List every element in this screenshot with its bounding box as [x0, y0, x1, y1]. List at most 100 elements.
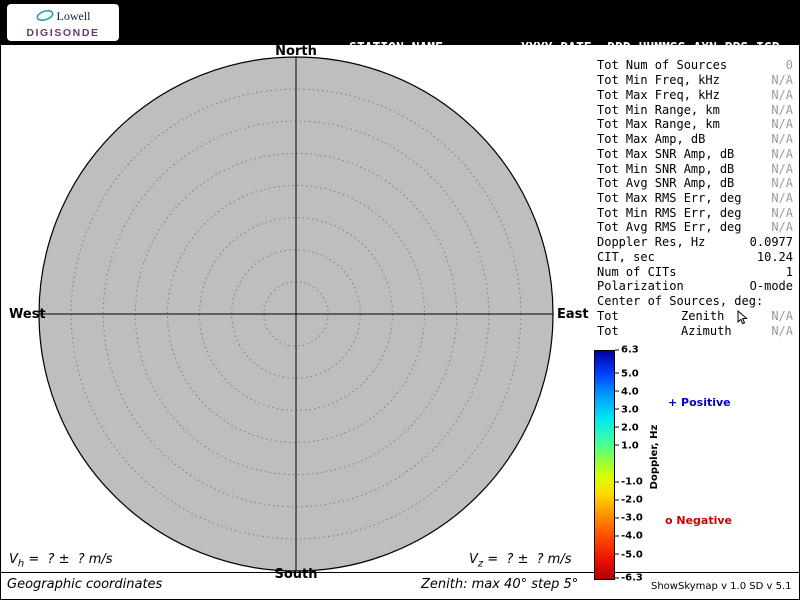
stat-label: Tot Min RMS Err, deg: [597, 205, 742, 220]
stat-sublabel: Zenith: [681, 308, 725, 323]
stat-sublabel: Azimuth: [681, 323, 732, 338]
stat-label: Tot Min Range, km: [597, 102, 720, 117]
vh-readout: Vh = ? ± ? m/s: [9, 552, 113, 570]
stat-label: Num of CITs: [597, 264, 677, 279]
stat-label: Tot Avg SNR Amp, dB: [597, 176, 735, 191]
stat-value: O-mode: [749, 279, 793, 294]
stat-value: 0.0977: [749, 235, 793, 250]
coordinate-system-label: Geographic coordinates: [7, 577, 163, 592]
version-label: ShowSkymap v 1.0 SD v 5.1: [651, 581, 792, 592]
colorbar-tick: 2.0: [615, 422, 639, 433]
stat-label: Tot Num of Sources: [597, 58, 728, 73]
stat-row-num-sources: Tot Num of Sources 0: [597, 58, 793, 73]
colorbar-tick: 5.0: [615, 368, 639, 379]
colorbar-tick: -1.0: [615, 477, 643, 488]
logo-brand: Lowell: [56, 9, 91, 23]
compass-label-south: South: [274, 567, 318, 582]
stat-label: Tot Max Freq, kHz: [597, 87, 720, 102]
colorbar-tick: -4.0: [615, 531, 643, 542]
stat-value: N/A: [771, 323, 793, 338]
compass-label-east: East: [557, 307, 589, 322]
colorbar-title: Doppler, Hz: [649, 424, 660, 490]
stat-row-polarization: Polarization O-mode: [597, 279, 793, 294]
stats-panel: Tot Num of Sources 0 Tot Min Freq, kHz N/A…: [597, 58, 793, 338]
stat-label: Center of Sources, deg:: [597, 294, 764, 309]
stat-row-min-range: Tot Min Range, km N/A: [597, 102, 793, 117]
stat-value: N/A: [771, 161, 793, 176]
mouse-cursor: [737, 309, 749, 329]
vz-value: = ? ± ? m/s: [483, 552, 572, 567]
stat-label: Tot Max Range, km: [597, 117, 720, 132]
stat-value: N/A: [771, 205, 793, 220]
stat-row-max-snr: Tot Max SNR Amp, dB N/A: [597, 146, 793, 161]
stat-row-center-zenith: Tot Zenith N/A: [597, 308, 793, 323]
stat-row-avg-snr: Tot Avg SNR Amp, dB N/A: [597, 176, 793, 191]
stat-value: 0: [785, 58, 793, 73]
stat-row-avg-rms: Tot Avg RMS Err, deg N/A: [597, 220, 793, 235]
compass-label-west: West: [9, 307, 46, 322]
stat-label: Tot Avg RMS Err, deg: [597, 220, 742, 235]
stat-value: 1: [785, 264, 793, 279]
stat-value: 10.24: [756, 249, 793, 264]
colorbar-tick: 3.0: [615, 404, 639, 415]
positive-legend: + Positive: [668, 396, 731, 409]
stat-row-min-rms: Tot Min RMS Err, deg N/A: [597, 205, 793, 220]
stat-row-max-amp: Tot Max Amp, dB N/A: [597, 132, 793, 147]
stat-label: Polarization: [597, 279, 684, 294]
zenith-range-label: Zenith: max 40° step 5°: [421, 577, 579, 592]
stat-row-doppler-res: Doppler Res, Hz 0.0977: [597, 235, 793, 250]
stat-label: Tot Min SNR Amp, dB: [597, 161, 735, 176]
footer-separator: [1, 572, 799, 573]
header-bar: Lowell DIGISONDE STATION NAME YYYY DATE …: [1, 1, 799, 107]
stat-row-min-snr: Tot Min SNR Amp, dB N/A: [597, 161, 793, 176]
stat-label: Tot: [597, 308, 619, 323]
stat-value: N/A: [771, 308, 793, 323]
logo-product: DIGISONDE: [26, 27, 100, 39]
stat-value: N/A: [771, 146, 793, 161]
colorbar-tick: 6.3: [615, 345, 639, 356]
stat-row-max-rms: Tot Max RMS Err, deg N/A: [597, 191, 793, 206]
stat-row-min-freq: Tot Min Freq, kHz N/A: [597, 73, 793, 88]
vh-value: = ? ± ? m/s: [24, 552, 113, 567]
stat-value: N/A: [771, 190, 793, 205]
skymap-plot: [38, 56, 554, 572]
lowell-logo: Lowell DIGISONDE: [7, 4, 119, 41]
colorbar-tick: -5.0: [615, 549, 643, 560]
doppler-colorbar: [594, 350, 615, 580]
stat-label: Tot Max SNR Amp, dB: [597, 146, 735, 161]
stat-value: N/A: [771, 117, 793, 132]
stat-label: Tot Max RMS Err, deg: [597, 190, 742, 205]
header-columns-line: STATION NAME YYYY DATE DDD HHMMSS AXN PP…: [349, 41, 780, 56]
negative-legend: o Negative: [665, 514, 733, 527]
colorbar-tick: -2.0: [615, 495, 643, 506]
compass-label-north: North: [275, 44, 317, 59]
stat-row-max-range: Tot Max Range, km N/A: [597, 117, 793, 132]
stat-value: N/A: [771, 220, 793, 235]
vh-symbol: V: [9, 552, 18, 567]
colorbar-tick: 1.0: [615, 440, 639, 451]
vz-readout: Vz = ? ± ? m/s: [469, 552, 571, 570]
stat-row-max-freq: Tot Max Freq, kHz N/A: [597, 87, 793, 102]
stat-value: N/A: [771, 87, 793, 102]
stat-value: N/A: [771, 132, 793, 147]
logo-swoosh-icon: [35, 7, 54, 26]
stat-row-cit: CIT, sec 10.24: [597, 250, 793, 265]
colorbar-tick: -6.3: [615, 573, 643, 584]
vh-subscript: h: [17, 558, 25, 570]
stat-row-num-cits: Num of CITs 1: [597, 264, 793, 279]
colorbar-tick: -3.0: [615, 513, 643, 524]
vz-subscript: z: [477, 558, 484, 570]
stat-row-center-azimuth: Tot Azimuth N/A: [597, 323, 793, 338]
vz-symbol: V: [469, 552, 478, 567]
colorbar-tick: 4.0: [615, 386, 639, 397]
stat-label: Tot: [597, 323, 619, 338]
stat-value: N/A: [771, 73, 793, 88]
stat-label: CIT, sec: [597, 249, 655, 264]
stat-row-center-header: Center of Sources, deg:: [597, 294, 793, 309]
stat-label: Tot Max Amp, dB: [597, 132, 706, 147]
stat-label: Tot Min Freq, kHz: [597, 73, 720, 88]
stat-value: N/A: [771, 176, 793, 191]
stat-label: Doppler Res, Hz: [597, 235, 706, 250]
stat-value: N/A: [771, 102, 793, 117]
